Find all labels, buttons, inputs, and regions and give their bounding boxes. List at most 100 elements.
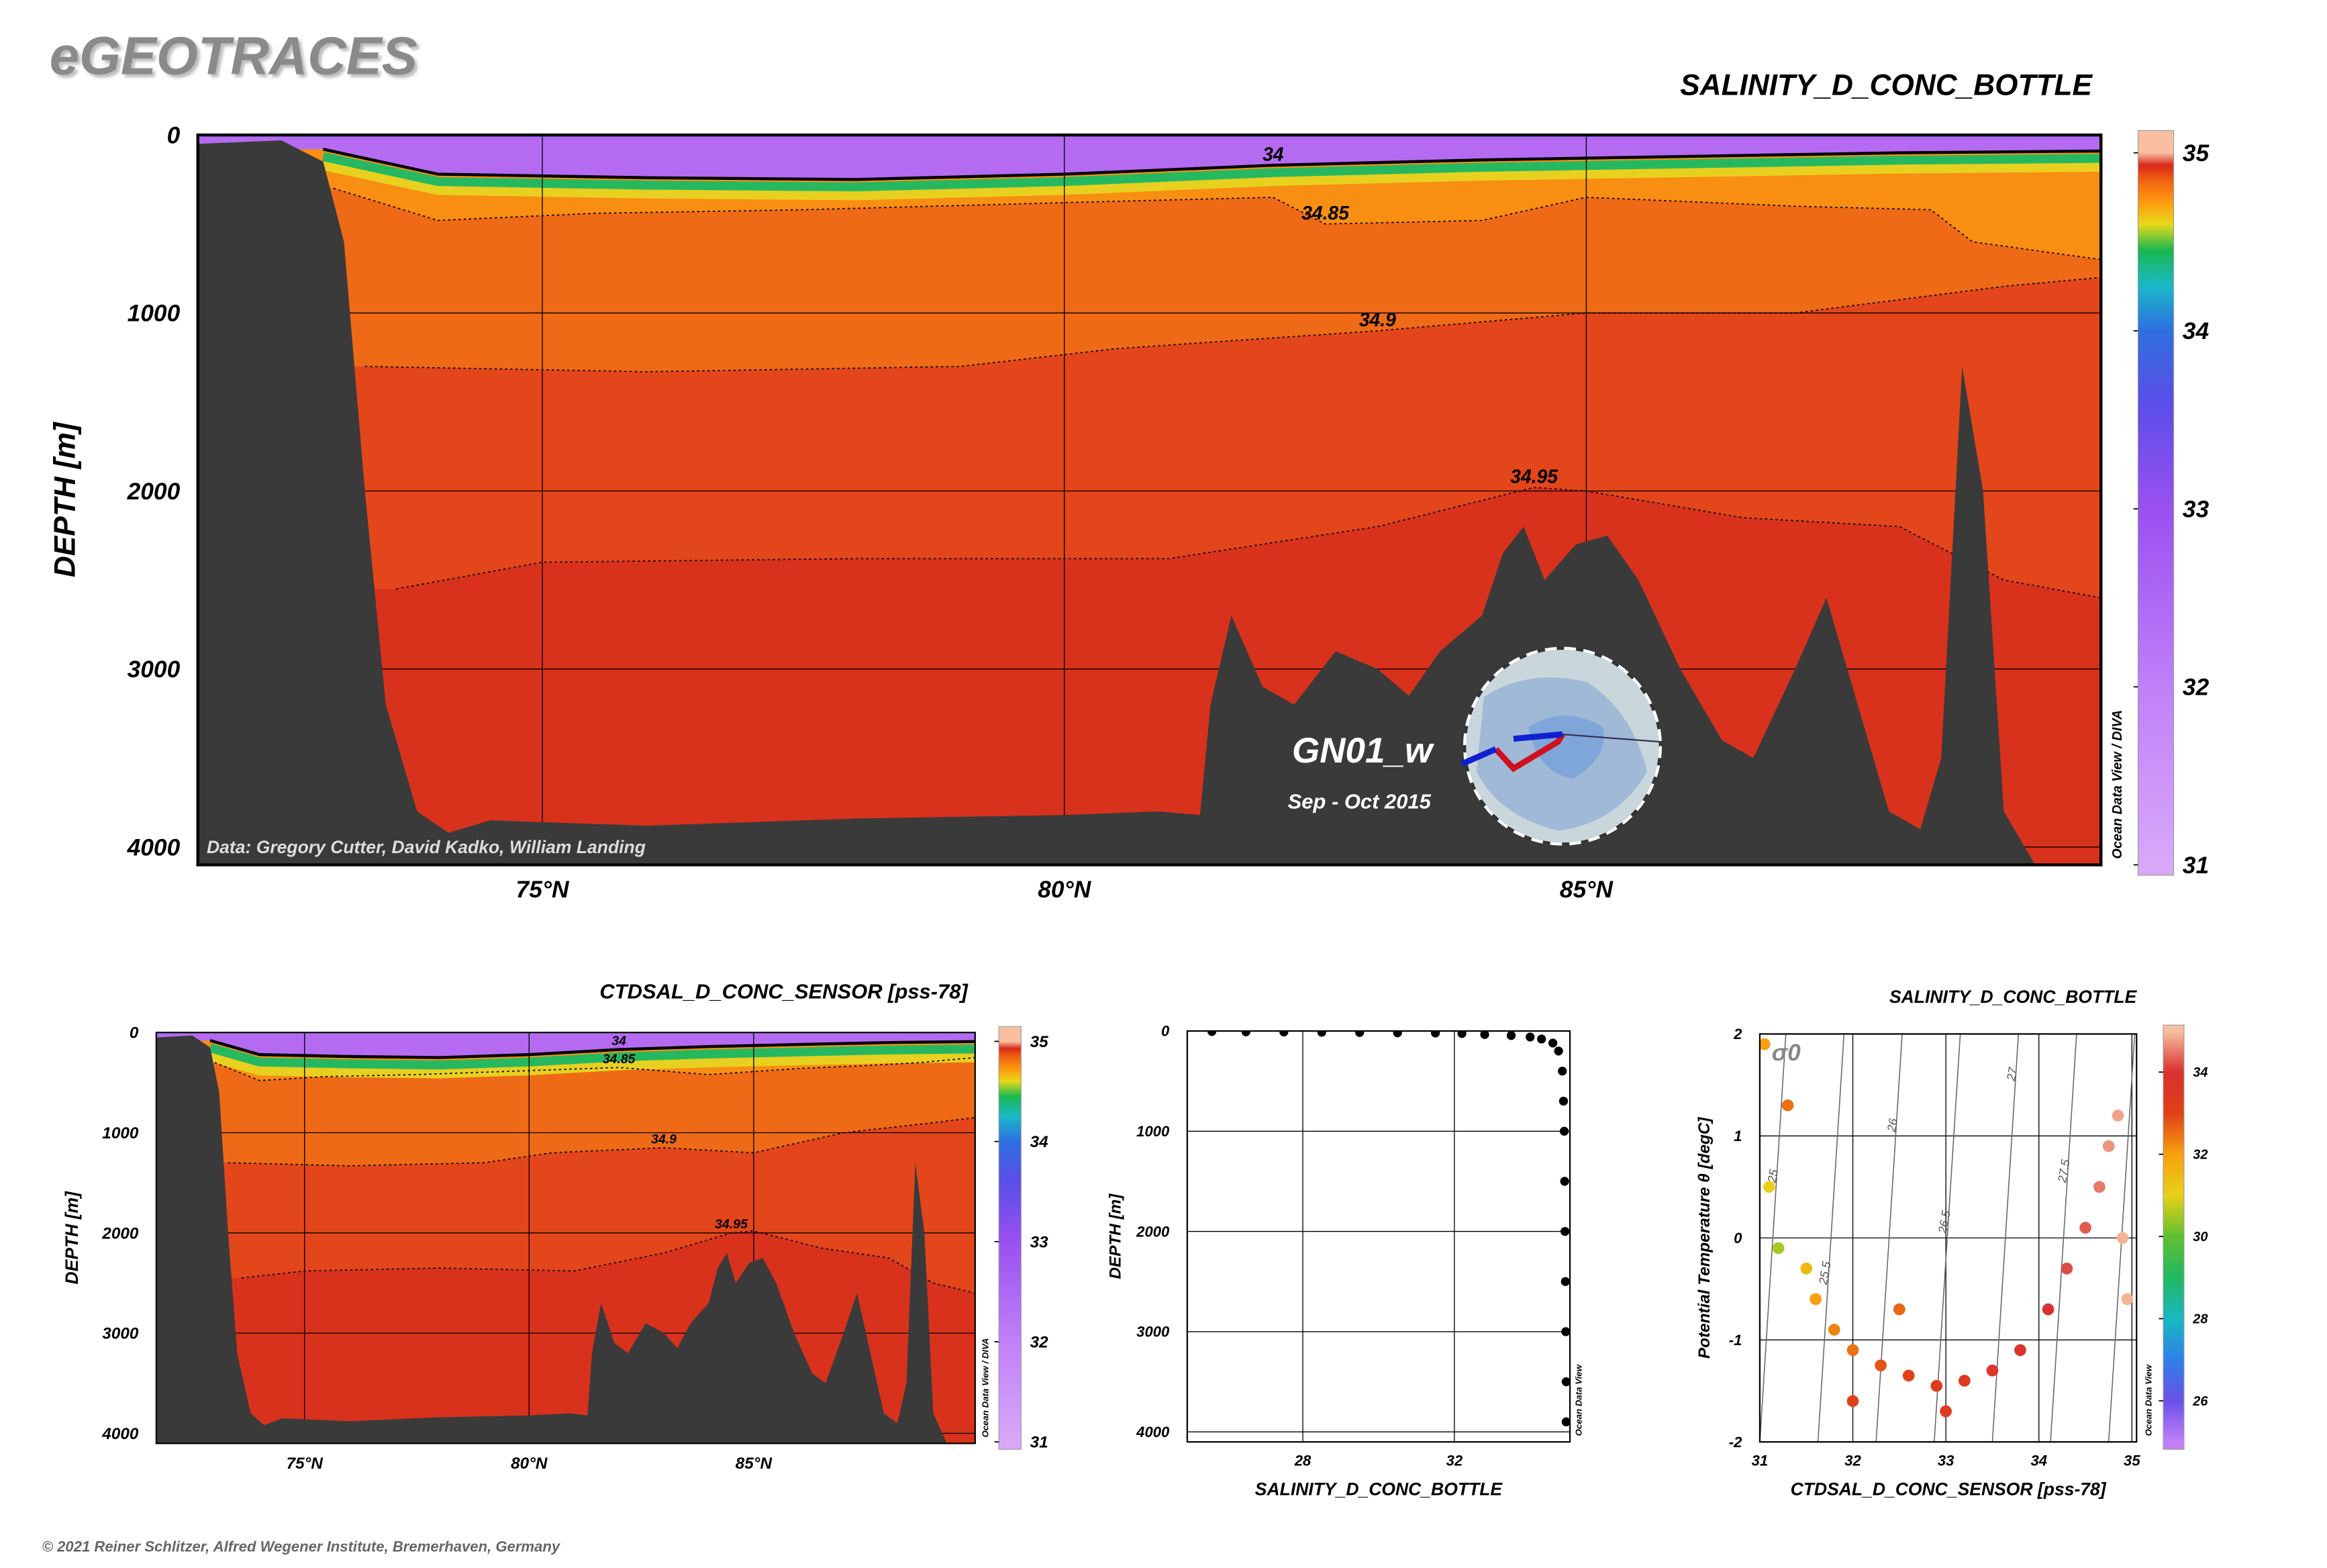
colorbar-tick-label: 35 bbox=[2183, 140, 2210, 166]
x-tick-label: 32 bbox=[1844, 1453, 1861, 1469]
data-point bbox=[1561, 1226, 1570, 1236]
x-tick-label: 32 bbox=[1446, 1453, 1463, 1469]
data-point bbox=[1902, 1369, 1915, 1382]
contour-label: 34 bbox=[1262, 144, 1284, 165]
software-credit: Ocean Data View bbox=[2143, 1363, 2153, 1436]
x-tick-label: 85°N bbox=[1560, 877, 1614, 903]
colorbar-tick-label: 30 bbox=[2193, 1230, 2208, 1244]
colorbar-tick-label: 35 bbox=[1030, 1033, 1049, 1051]
x-axis-label: CTDSAL_D_CONC_SENSOR [pss-78] bbox=[1791, 1479, 2107, 1500]
contour-fill bbox=[156, 1032, 975, 1058]
inset-map bbox=[1460, 646, 1663, 846]
colorbar bbox=[2137, 130, 2175, 876]
colorbar-tick-label: 32 bbox=[1030, 1333, 1049, 1351]
y-tick-label: 4000 bbox=[1136, 1424, 1170, 1440]
chart-title: SALINITY_D_CONC_BOTTLE bbox=[1680, 68, 2093, 101]
data-point bbox=[1537, 1034, 1546, 1044]
map-border bbox=[1463, 646, 1663, 846]
software-credit: Ocean Data View bbox=[1574, 1363, 1584, 1436]
y-tick-label: 1000 bbox=[1136, 1123, 1170, 1140]
data-point bbox=[1875, 1359, 1887, 1372]
data-point bbox=[1480, 1030, 1489, 1039]
plot-area: 25 25.5 26 26.5 27 27.5 28 bbox=[1759, 1034, 2137, 1442]
isopycnal-label: 27 bbox=[2004, 1066, 2020, 1083]
data-point bbox=[1893, 1303, 1905, 1316]
cruise-name: GN01_w bbox=[1292, 731, 1435, 771]
data-point bbox=[1355, 1030, 1365, 1037]
contour-label: 34 bbox=[611, 1034, 626, 1048]
plot-frame bbox=[155, 1032, 976, 1444]
chart-title: SALINITY_D_CONC_BOTTLE bbox=[1889, 987, 2138, 1007]
plot-frame bbox=[1186, 1030, 1571, 1443]
data-point bbox=[2061, 1263, 2073, 1275]
data-point bbox=[2014, 1344, 2026, 1357]
x-tick-label: 80°N bbox=[511, 1455, 548, 1473]
data-point bbox=[1457, 1030, 1467, 1038]
data-point bbox=[1759, 1038, 1771, 1050]
data-point bbox=[1800, 1263, 1813, 1275]
data-point bbox=[1558, 1067, 1567, 1076]
y-tick-label: 3000 bbox=[102, 1325, 139, 1343]
contour-label: 34.95 bbox=[715, 1217, 748, 1232]
chart: 25 25.5 26 26.5 27 27.5 28 SALINITY_D_CONC_BOTT… bbox=[1695, 987, 2209, 1500]
bathymetry bbox=[156, 1035, 947, 1444]
data-credit: Data: Gregory Cutter, David Kadko, Willi… bbox=[207, 837, 646, 857]
isopycnal-label: 27.5 bbox=[2055, 1159, 2073, 1184]
x-tick-label: 31 bbox=[1752, 1453, 1769, 1469]
colorbar bbox=[998, 1026, 1022, 1450]
x-tick-label: 28 bbox=[1294, 1453, 1311, 1469]
chart: 34 34.85 34.9 34.95 SALINITY_D_CONC_BOTTLE DE… bbox=[48, 68, 2210, 903]
colorbar-tick-label: 34 bbox=[1030, 1133, 1049, 1151]
data-point bbox=[1526, 1032, 1535, 1042]
data-point bbox=[1431, 1030, 1440, 1038]
map-basin bbox=[1528, 716, 1604, 779]
data-point bbox=[1317, 1030, 1326, 1037]
isopycnal-symbol: σ0 bbox=[1772, 1040, 1801, 1066]
isopycnal-label: 25.5 bbox=[1816, 1261, 1834, 1286]
isopycnal bbox=[1759, 1034, 1787, 1442]
y-tick-label: 0 bbox=[167, 122, 181, 148]
x-tick-label: 33 bbox=[1938, 1453, 1954, 1469]
data-point bbox=[1279, 1030, 1289, 1037]
data-point bbox=[2121, 1293, 2134, 1306]
data-point bbox=[1763, 1181, 1775, 1193]
data-point bbox=[2093, 1181, 2106, 1193]
y-tick-label: 1000 bbox=[128, 301, 181, 327]
colorbar bbox=[2163, 1024, 2185, 1450]
data-point bbox=[1554, 1046, 1563, 1056]
data-point bbox=[1559, 1126, 1569, 1136]
data-point bbox=[1548, 1038, 1558, 1048]
y-axis-label: DEPTH [m] bbox=[48, 422, 81, 577]
data-point bbox=[1241, 1030, 1250, 1036]
data-point bbox=[1561, 1327, 1571, 1336]
data-point bbox=[1959, 1375, 1971, 1387]
x-tick-label: 80°N bbox=[1038, 877, 1091, 903]
data-point bbox=[1828, 1324, 1840, 1336]
chart: 34 34.85 34.9 34.95 CTDSAL_D_CONC_SENSOR [ps… bbox=[62, 979, 1048, 1473]
y-tick-label: 0 bbox=[130, 1024, 139, 1042]
map-meridian bbox=[1562, 733, 1659, 743]
chart-title: CTDSAL_D_CONC_SENSOR [pss-78] bbox=[599, 979, 969, 1003]
software-credit: Ocean Data View / DIVA bbox=[2110, 710, 2125, 859]
map-track bbox=[1493, 732, 1565, 773]
data-point bbox=[1930, 1379, 1943, 1392]
y-tick-label: 1 bbox=[1734, 1128, 1742, 1144]
x-axis-label: SALINITY_D_CONC_BOTTLE bbox=[1255, 1479, 1503, 1500]
plot-area: 34 34.85 34.9 34.95 bbox=[156, 1032, 975, 1444]
data-point bbox=[2079, 1222, 2091, 1234]
y-tick-label: 4000 bbox=[101, 1425, 139, 1443]
colorbar-tick-label: 34 bbox=[2183, 318, 2210, 344]
y-tick-label: 2000 bbox=[1136, 1223, 1170, 1240]
isopycnal bbox=[2050, 1034, 2077, 1442]
logo: eGEOTRACES bbox=[50, 26, 417, 86]
y-tick-label: 4000 bbox=[127, 834, 181, 861]
chart: DEPTH [m] SALINITY_D_CONC_BOTTLE 28 32 0 1000… bbox=[1106, 1023, 1583, 1500]
data-point bbox=[1772, 1242, 1785, 1255]
plot-area: 34 34.85 34.9 34.95 bbox=[197, 135, 2101, 865]
copyright: © 2021 Reiner Schlitzer, Alfred Wegener … bbox=[42, 1538, 561, 1555]
colorbar-tick-label: 26 bbox=[2192, 1394, 2208, 1409]
isopycnal-label: 26.5 bbox=[1936, 1210, 1953, 1235]
contour-label: 34.85 bbox=[603, 1052, 636, 1067]
colorbar-tick-label: 32 bbox=[2193, 1148, 2208, 1163]
contour-label: 34.9 bbox=[651, 1132, 677, 1146]
